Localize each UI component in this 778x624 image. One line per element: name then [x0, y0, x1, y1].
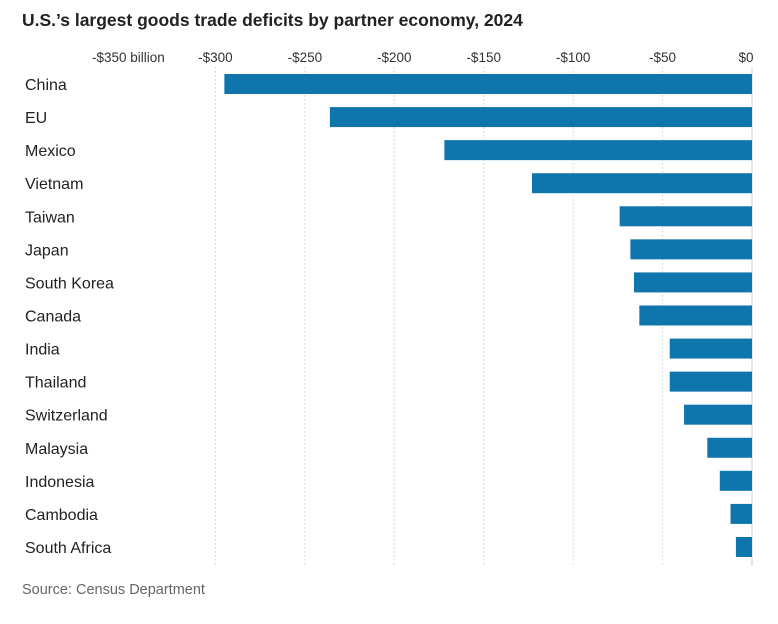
category-label: Vietnam [25, 176, 83, 193]
source-note: Source: Census Department [22, 582, 205, 598]
bar [735, 536, 752, 557]
bar [684, 404, 752, 425]
x-tick-label: -$100 [556, 50, 591, 65]
bar [669, 371, 752, 392]
category-label: Malaysia [25, 441, 88, 458]
x-tick-label: -$300 [198, 50, 233, 65]
bar [619, 206, 752, 227]
bar [630, 239, 752, 260]
category-labels: China EU Mexico Vietnam Taiwan Japan South Kor… [25, 77, 114, 557]
bar [719, 470, 752, 491]
category-label: Thailand [25, 375, 86, 392]
bar-chart: -$350 billion -$300 -$250 -$200 -$150 -$100 -$… [25, 50, 754, 566]
bar [444, 140, 752, 161]
x-tick-label: -$150 [466, 50, 501, 65]
bar [224, 74, 752, 94]
category-label: Cambodia [25, 507, 98, 524]
category-label: EU [25, 110, 47, 127]
x-tick-label: -$200 [377, 50, 412, 65]
category-label: China [25, 77, 67, 94]
bar [532, 173, 752, 194]
chart-title: U.S.’s largest goods trade deficits by p… [22, 10, 523, 30]
x-axis-ticks: -$350 billion -$300 -$250 -$200 -$150 -$100 -$… [92, 50, 754, 65]
x-tick-label: -$50 [649, 50, 676, 65]
bar [707, 437, 752, 458]
category-label: Taiwan [25, 209, 75, 226]
category-label: South Korea [25, 275, 114, 292]
category-label: India [25, 342, 60, 359]
bars [224, 74, 752, 557]
category-label: Indonesia [25, 474, 94, 491]
bar [329, 107, 752, 128]
category-label: South Africa [25, 540, 111, 557]
bar [639, 305, 752, 326]
bar [669, 338, 752, 359]
x-tick-label: -$250 [288, 50, 323, 65]
category-label: Canada [25, 308, 81, 325]
x-tick-label: $0 [738, 50, 753, 65]
category-label: Japan [25, 242, 69, 259]
bar [633, 272, 752, 293]
category-label: Switzerland [25, 408, 108, 425]
bar [730, 503, 752, 524]
x-tick-label: -$350 billion [92, 50, 165, 65]
category-label: Mexico [25, 143, 76, 160]
